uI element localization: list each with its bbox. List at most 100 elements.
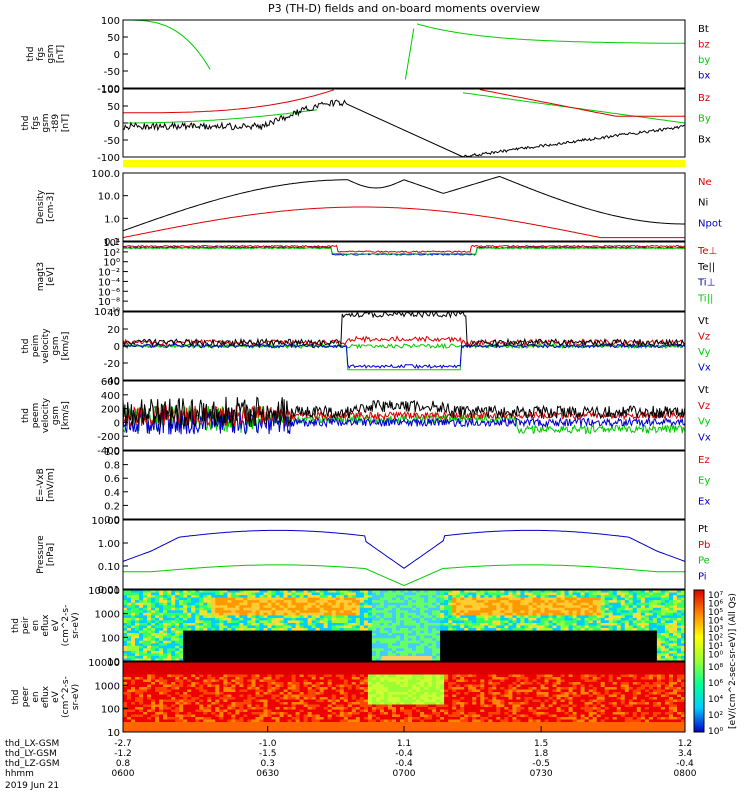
ytick-label-el_spec: 1000 <box>95 681 120 692</box>
ytick-label-temp: 10⁻⁸ <box>98 297 120 308</box>
ylabel-ve: velocity <box>41 397 51 433</box>
legend-vi-Vx: Vx <box>698 363 711 374</box>
ytick-label-fgs_dsl: -100 <box>97 153 120 164</box>
ytick-label-density: 10.0 <box>98 192 120 203</box>
ytick-label-ion_spec: 100 <box>101 633 120 644</box>
ylabel-el_spec: (cm^2-s- <box>61 676 71 718</box>
ytick-label-el_spec: 10 <box>107 728 120 739</box>
ylabel-density: Density <box>36 189 46 224</box>
colorbar-tick: 10⁶ <box>708 600 723 610</box>
series-Pi <box>122 529 686 569</box>
xaxis-row-label: thd_LZ-GSM <box>5 759 60 769</box>
xaxis-val: -1.5 <box>259 749 277 759</box>
ylabel-fgs_dsl: gsm <box>41 113 51 132</box>
xaxis-row-label: hhmm <box>5 769 34 779</box>
xaxis-val: 0.8 <box>116 759 131 769</box>
ytick-label-fgs_dsl: 50 <box>107 102 120 113</box>
xaxis-val: 3.4 <box>678 749 693 759</box>
ytick-label-fgs_dsl: -50 <box>104 136 120 147</box>
legend-fgs-by: by <box>698 55 710 66</box>
ytick-label-fgs: 0 <box>114 50 120 61</box>
ylabel-vi: velocity <box>41 328 51 364</box>
ytick-label-vi: -40 <box>104 376 120 387</box>
ytick-label-efield: 0.8 <box>104 461 120 472</box>
ytick-label-efield: 0.0 <box>104 515 120 526</box>
ylabel-ion_spec: eV <box>51 619 61 632</box>
ytick-label-temp: 10⁰ <box>103 258 120 269</box>
ylabel-temp: [eV] <box>46 267 56 286</box>
xaxis-row-label: thd_LY-GSM <box>5 749 57 759</box>
xaxis-val: 0630 <box>256 769 279 779</box>
ytick-label-temp: 10⁻⁶ <box>98 287 120 298</box>
ytick-label-temp: 10⁻¹⁰ <box>94 307 120 318</box>
legend-fgs_dsl-Bx: Bx <box>698 134 711 145</box>
series-Ni <box>122 175 685 232</box>
ytick-label-temp: 10⁴ <box>103 238 120 249</box>
xaxis-val: -1.2 <box>114 749 132 759</box>
ytick-label-ve: 200 <box>101 405 120 416</box>
ylabel-vi: thd <box>21 339 31 354</box>
legend-ve-Vt: Vt <box>698 385 709 396</box>
ytick-label-density: 1.0 <box>104 214 120 225</box>
ylabel-ve: [km/s] <box>61 401 71 430</box>
ylabel-ve: thd <box>21 408 31 423</box>
colorbar-tick: 10⁴ <box>708 617 723 627</box>
series-Vt-e <box>122 396 686 428</box>
legend-fgs-Bt: Bt <box>698 24 709 35</box>
ytick-label-pressure: 10.00 <box>91 516 120 527</box>
ylabel-fgs: fgs <box>36 47 46 61</box>
xaxis-val: -0.4 <box>676 759 694 769</box>
ytick-label-ve: -400 <box>97 446 120 457</box>
legend-vi-Vy: Vy <box>698 347 711 358</box>
colorbar-tick2: 10⁸ <box>708 663 723 673</box>
ylabel-fgs_dsl: fgs <box>31 116 41 130</box>
panel-frame-ve <box>122 380 686 451</box>
panel-frame-efield <box>122 450 686 520</box>
ytick-label-fgs_dsl: 0 <box>114 119 120 130</box>
ytick-label-ion_spec: 10 <box>107 657 120 668</box>
ylabel-fgs_dsl: -t89 <box>51 114 61 133</box>
series-Vx-e <box>122 410 686 435</box>
legend-fgs-bx: bx <box>698 71 710 82</box>
ylabel-fgs_dsl: [nT] <box>61 114 71 132</box>
legend-ve-Vx: Vx <box>698 432 711 443</box>
legend-temp-Ti⊥: Ti⊥ <box>697 278 715 289</box>
xaxis-val: -0.5 <box>532 759 550 769</box>
legend-pressure-Pi: Pi <box>698 571 707 582</box>
colorbar-tick: 10⁷ <box>708 591 723 601</box>
ylabel-fgs: [nT] <box>56 45 66 63</box>
ytick-label-density: 100.0 <box>91 169 120 180</box>
ylabel-el_spec: thd <box>11 690 21 705</box>
ytick-label-density: 0.1 <box>104 237 120 248</box>
xaxis-val: 1.8 <box>534 749 549 759</box>
series-by <box>123 19 211 70</box>
xaxis-val: -2.7 <box>114 739 132 749</box>
ytick-label-pressure: 1.00 <box>98 539 120 550</box>
ytick-label-temp: 10² <box>103 248 120 259</box>
panel-frame-density <box>122 172 686 242</box>
xaxis-row-label: thd_LX-GSM <box>5 739 59 749</box>
ylabel-fgs: thd <box>26 47 36 62</box>
ylabel-ion_spec: en <box>31 620 41 631</box>
ytick-label-el_spec: 100 <box>101 705 120 716</box>
colorbar-tick: 10¹ <box>708 642 723 652</box>
series-Bz-tail <box>479 89 685 117</box>
ytick-label-fgs: 100 <box>101 16 120 27</box>
legend-fgs-bz: bz <box>698 40 710 51</box>
ylabel-el_spec: en <box>31 691 41 702</box>
xaxis-val: -0.4 <box>395 749 413 759</box>
ytick-label-ve: 600 <box>101 377 120 388</box>
ytick-label-efield: 1.0 <box>104 447 120 458</box>
legend-vi-Vt: Vt <box>698 316 709 327</box>
ytick-label-pressure: 0.01 <box>98 585 120 596</box>
ylabel-temp: magt3 <box>36 262 46 291</box>
panel-frame-fgs <box>122 19 686 89</box>
series-Vt <box>122 310 686 348</box>
legend-ve-Vy: Vy <box>698 417 711 428</box>
series-Vy-e <box>122 403 686 435</box>
xaxis-val: 0600 <box>112 769 135 779</box>
xaxis-val: 0800 <box>674 769 697 779</box>
legend-ve-Vz: Vz <box>698 401 710 412</box>
colorbar-tick2: 10² <box>708 711 723 721</box>
colorbar-tick2: 10⁴ <box>708 695 723 705</box>
